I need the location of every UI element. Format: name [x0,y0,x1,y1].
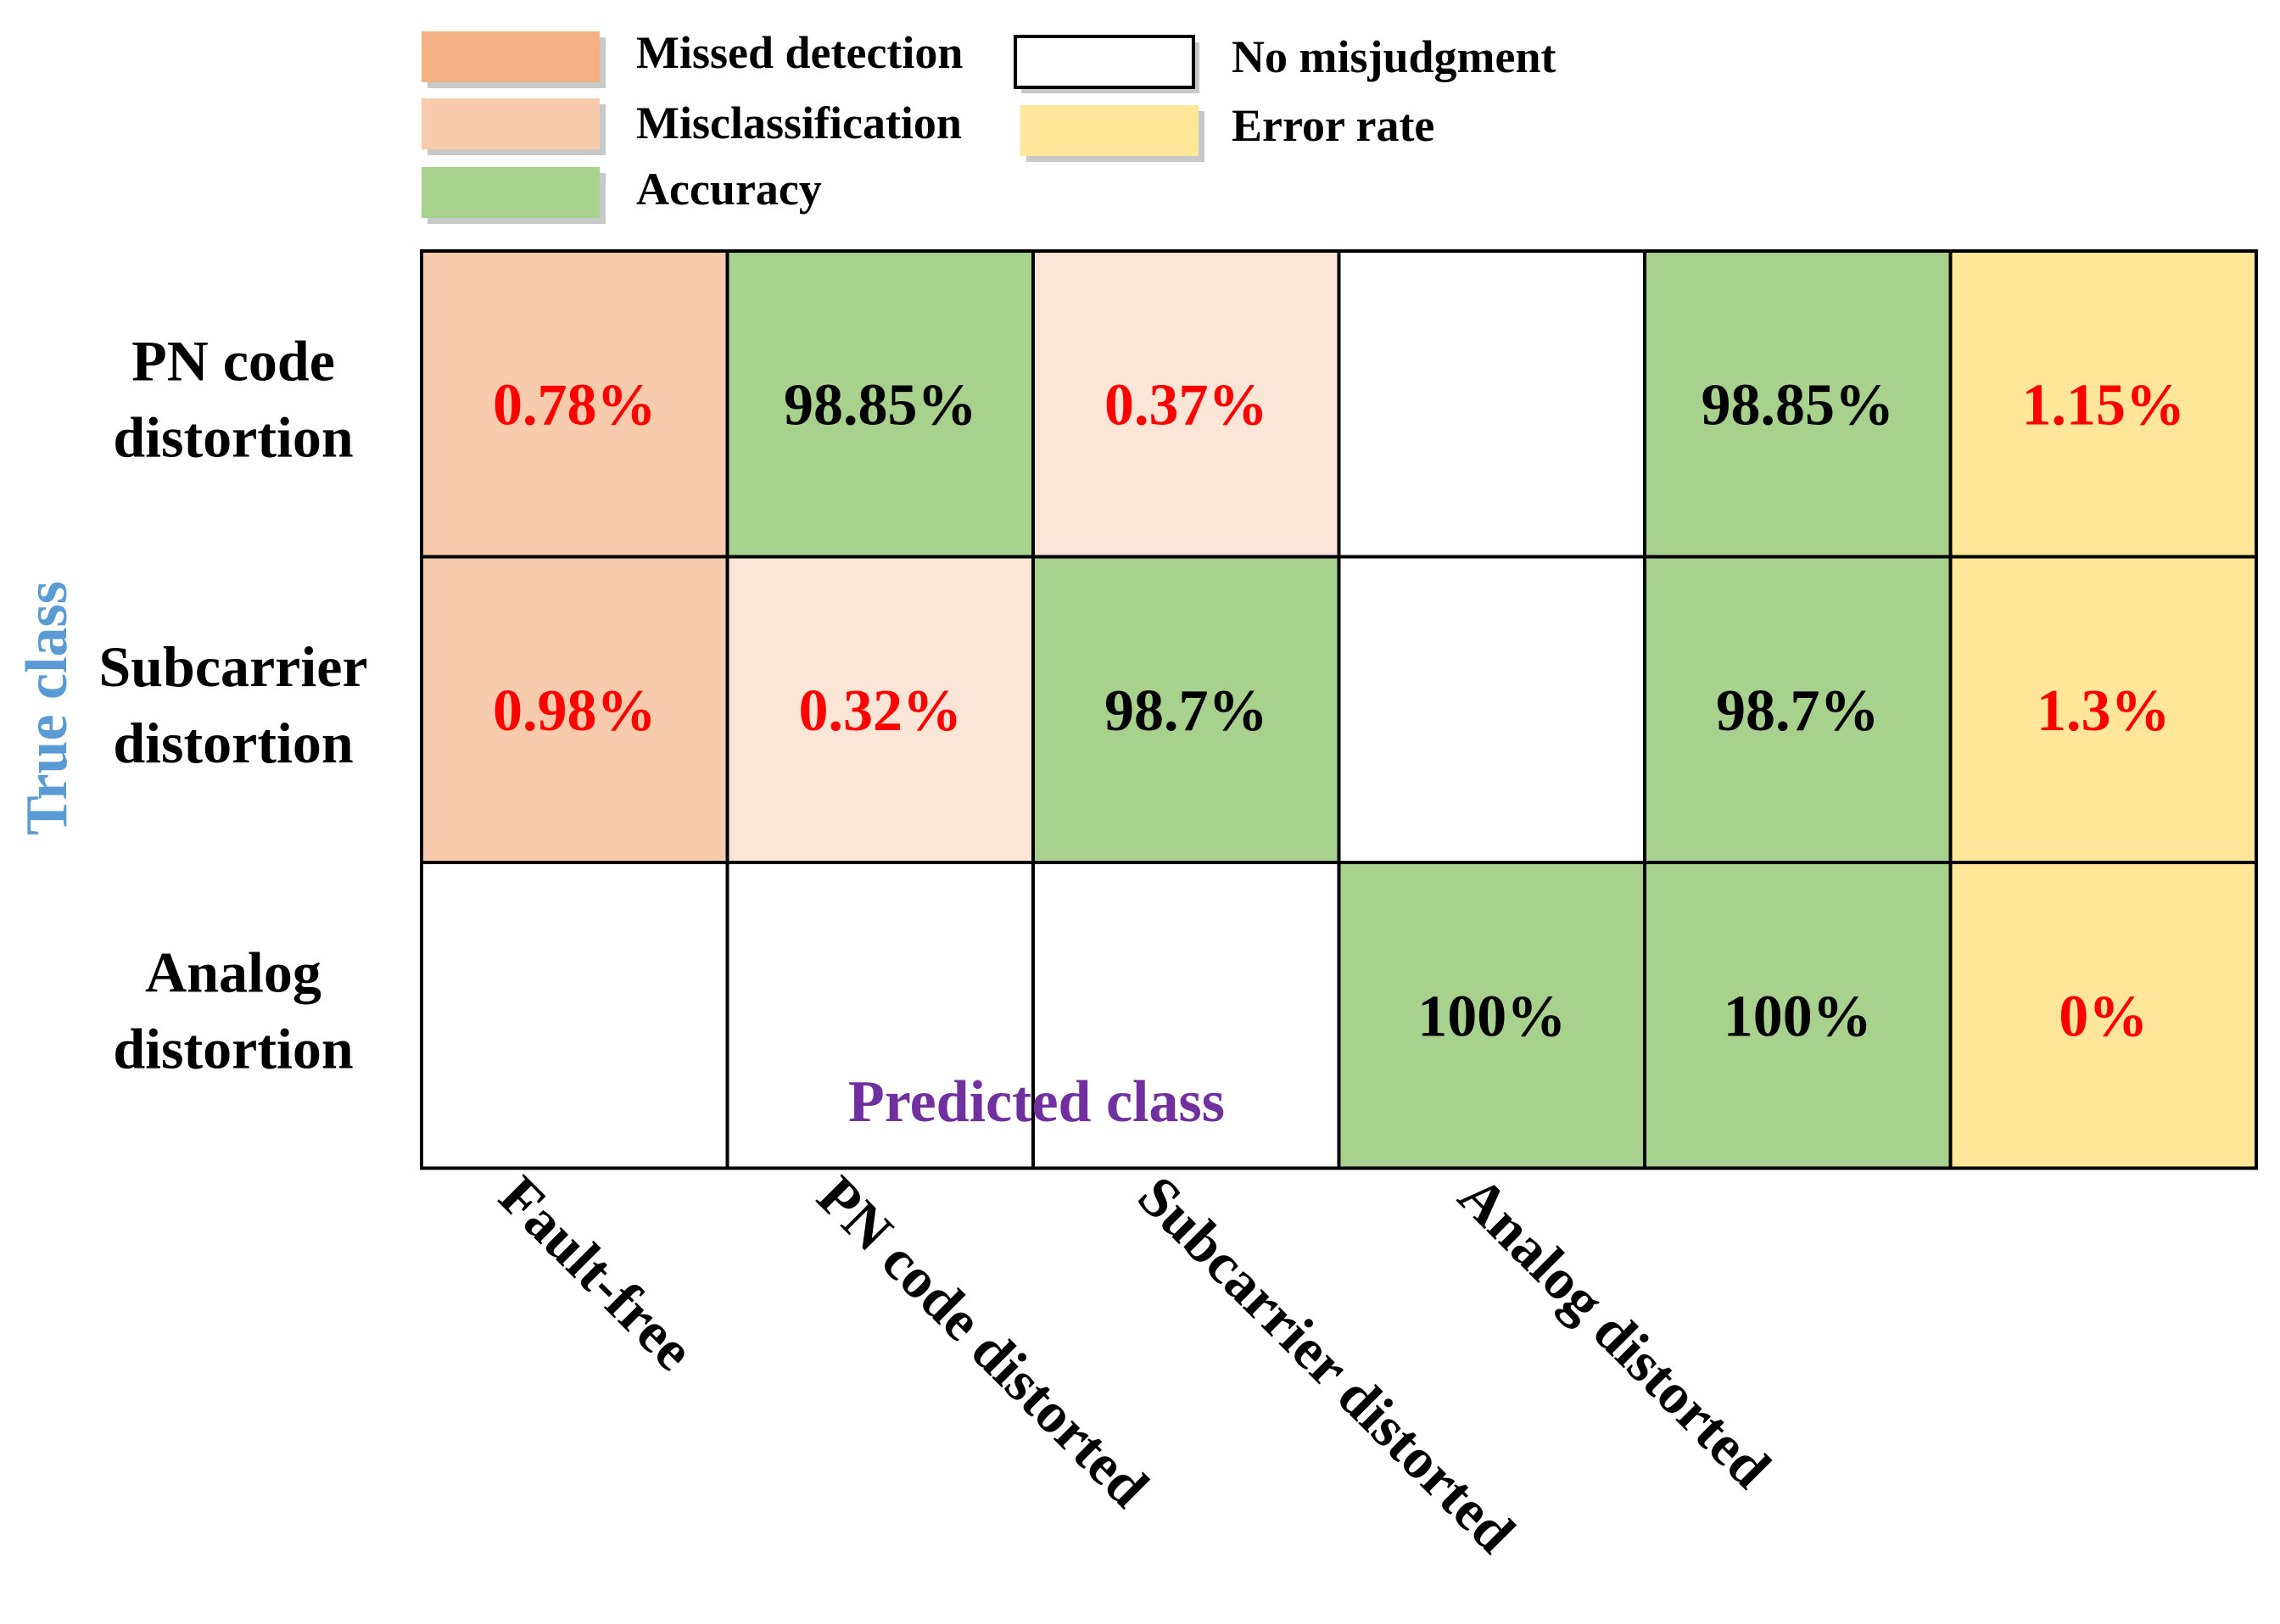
matrix-cell-r2c2 [1031,861,1341,1170]
cell-value-r1c0: 0.98% [493,678,657,744]
legend-label-missed: Missed detection [636,27,963,78]
cell-value-r0c1: 98.85% [784,372,977,438]
legend: Missed detection Misclassification Accurac… [422,27,1556,224]
cell-value-r1c5: 1.3% [2037,678,2171,744]
cell-value-r1c4: 98.7% [1716,678,1880,744]
matrix-cell-r1c4 [1643,555,1953,864]
matrix-cell-r0c0 [420,249,729,559]
cell-value-r0c5: 1.15% [2022,372,2186,438]
row-label-1-line-1: distortion [113,711,353,775]
matrix-cell-r2c3 [1337,861,1646,1170]
matrix-cell-r1c1 [725,555,1035,864]
row-label-2-line-1: distortion [113,1016,353,1080]
row-label-2-line-0: Analog [145,940,321,1004]
legend-swatch-accuracy [422,167,600,218]
cell-value-r2c4: 100% [1724,984,1872,1049]
cell-value-r1c1: 0.32% [799,678,963,744]
cell-value-r2c3: 100% [1417,984,1566,1049]
legend-label-none: No misjudgment [1232,31,1556,82]
matrix-cell-r2c5 [1948,861,2258,1170]
matrix-cell-r1c5 [1948,555,2258,864]
legend-swatch-missed [422,31,600,82]
matrix-cell-r0c4 [1643,249,1953,559]
row-label-0-line-0: PN code [131,328,335,393]
matrix-cell-r1c0 [420,555,729,864]
legend-swatch-none [1014,35,1195,89]
legend-label-miscls: Misclassification [636,98,962,148]
cell-value-r0c4: 98.85% [1702,372,1895,438]
legend-swatch-miscls [422,98,600,149]
cell-value-r1c2: 98.7% [1104,678,1268,744]
y-axis-title: True class [14,581,80,835]
x-axis-title: Predicted class [848,1069,1225,1135]
matrix-cell-r2c4 [1643,861,1953,1170]
cell-value-r2c5: 0% [2059,984,2148,1049]
matrix: 0.78% 98.85% 0.37% 98.85% 1.15% 0.98% 0.32% 98.… [420,249,2258,1170]
legend-label-accuracy: Accuracy [636,164,822,215]
matrix-cell-r2c1 [725,861,1035,1170]
row-label-1-line-0: Subcarrier [98,634,367,699]
matrix-cell-r1c2 [1031,555,1341,864]
matrix-cell-r2c0 [420,861,729,1170]
matrix-cell-r0c3 [1337,249,1646,559]
column-label-3: Analog distorted [1446,1164,1783,1500]
matrix-cell-r1c3 [1337,555,1646,864]
legend-label-error: Error rate [1232,100,1434,151]
cell-value-r0c0: 0.78% [493,372,657,438]
column-label-0: Fault-free [487,1164,706,1382]
row-label-0-line-1: distortion [113,405,353,469]
column-label-1: PN code distorted [805,1164,1161,1520]
legend-swatch-error [1020,105,1199,156]
cell-value-r0c2: 0.37% [1104,372,1268,438]
matrix-cell-r0c2 [1031,249,1341,559]
